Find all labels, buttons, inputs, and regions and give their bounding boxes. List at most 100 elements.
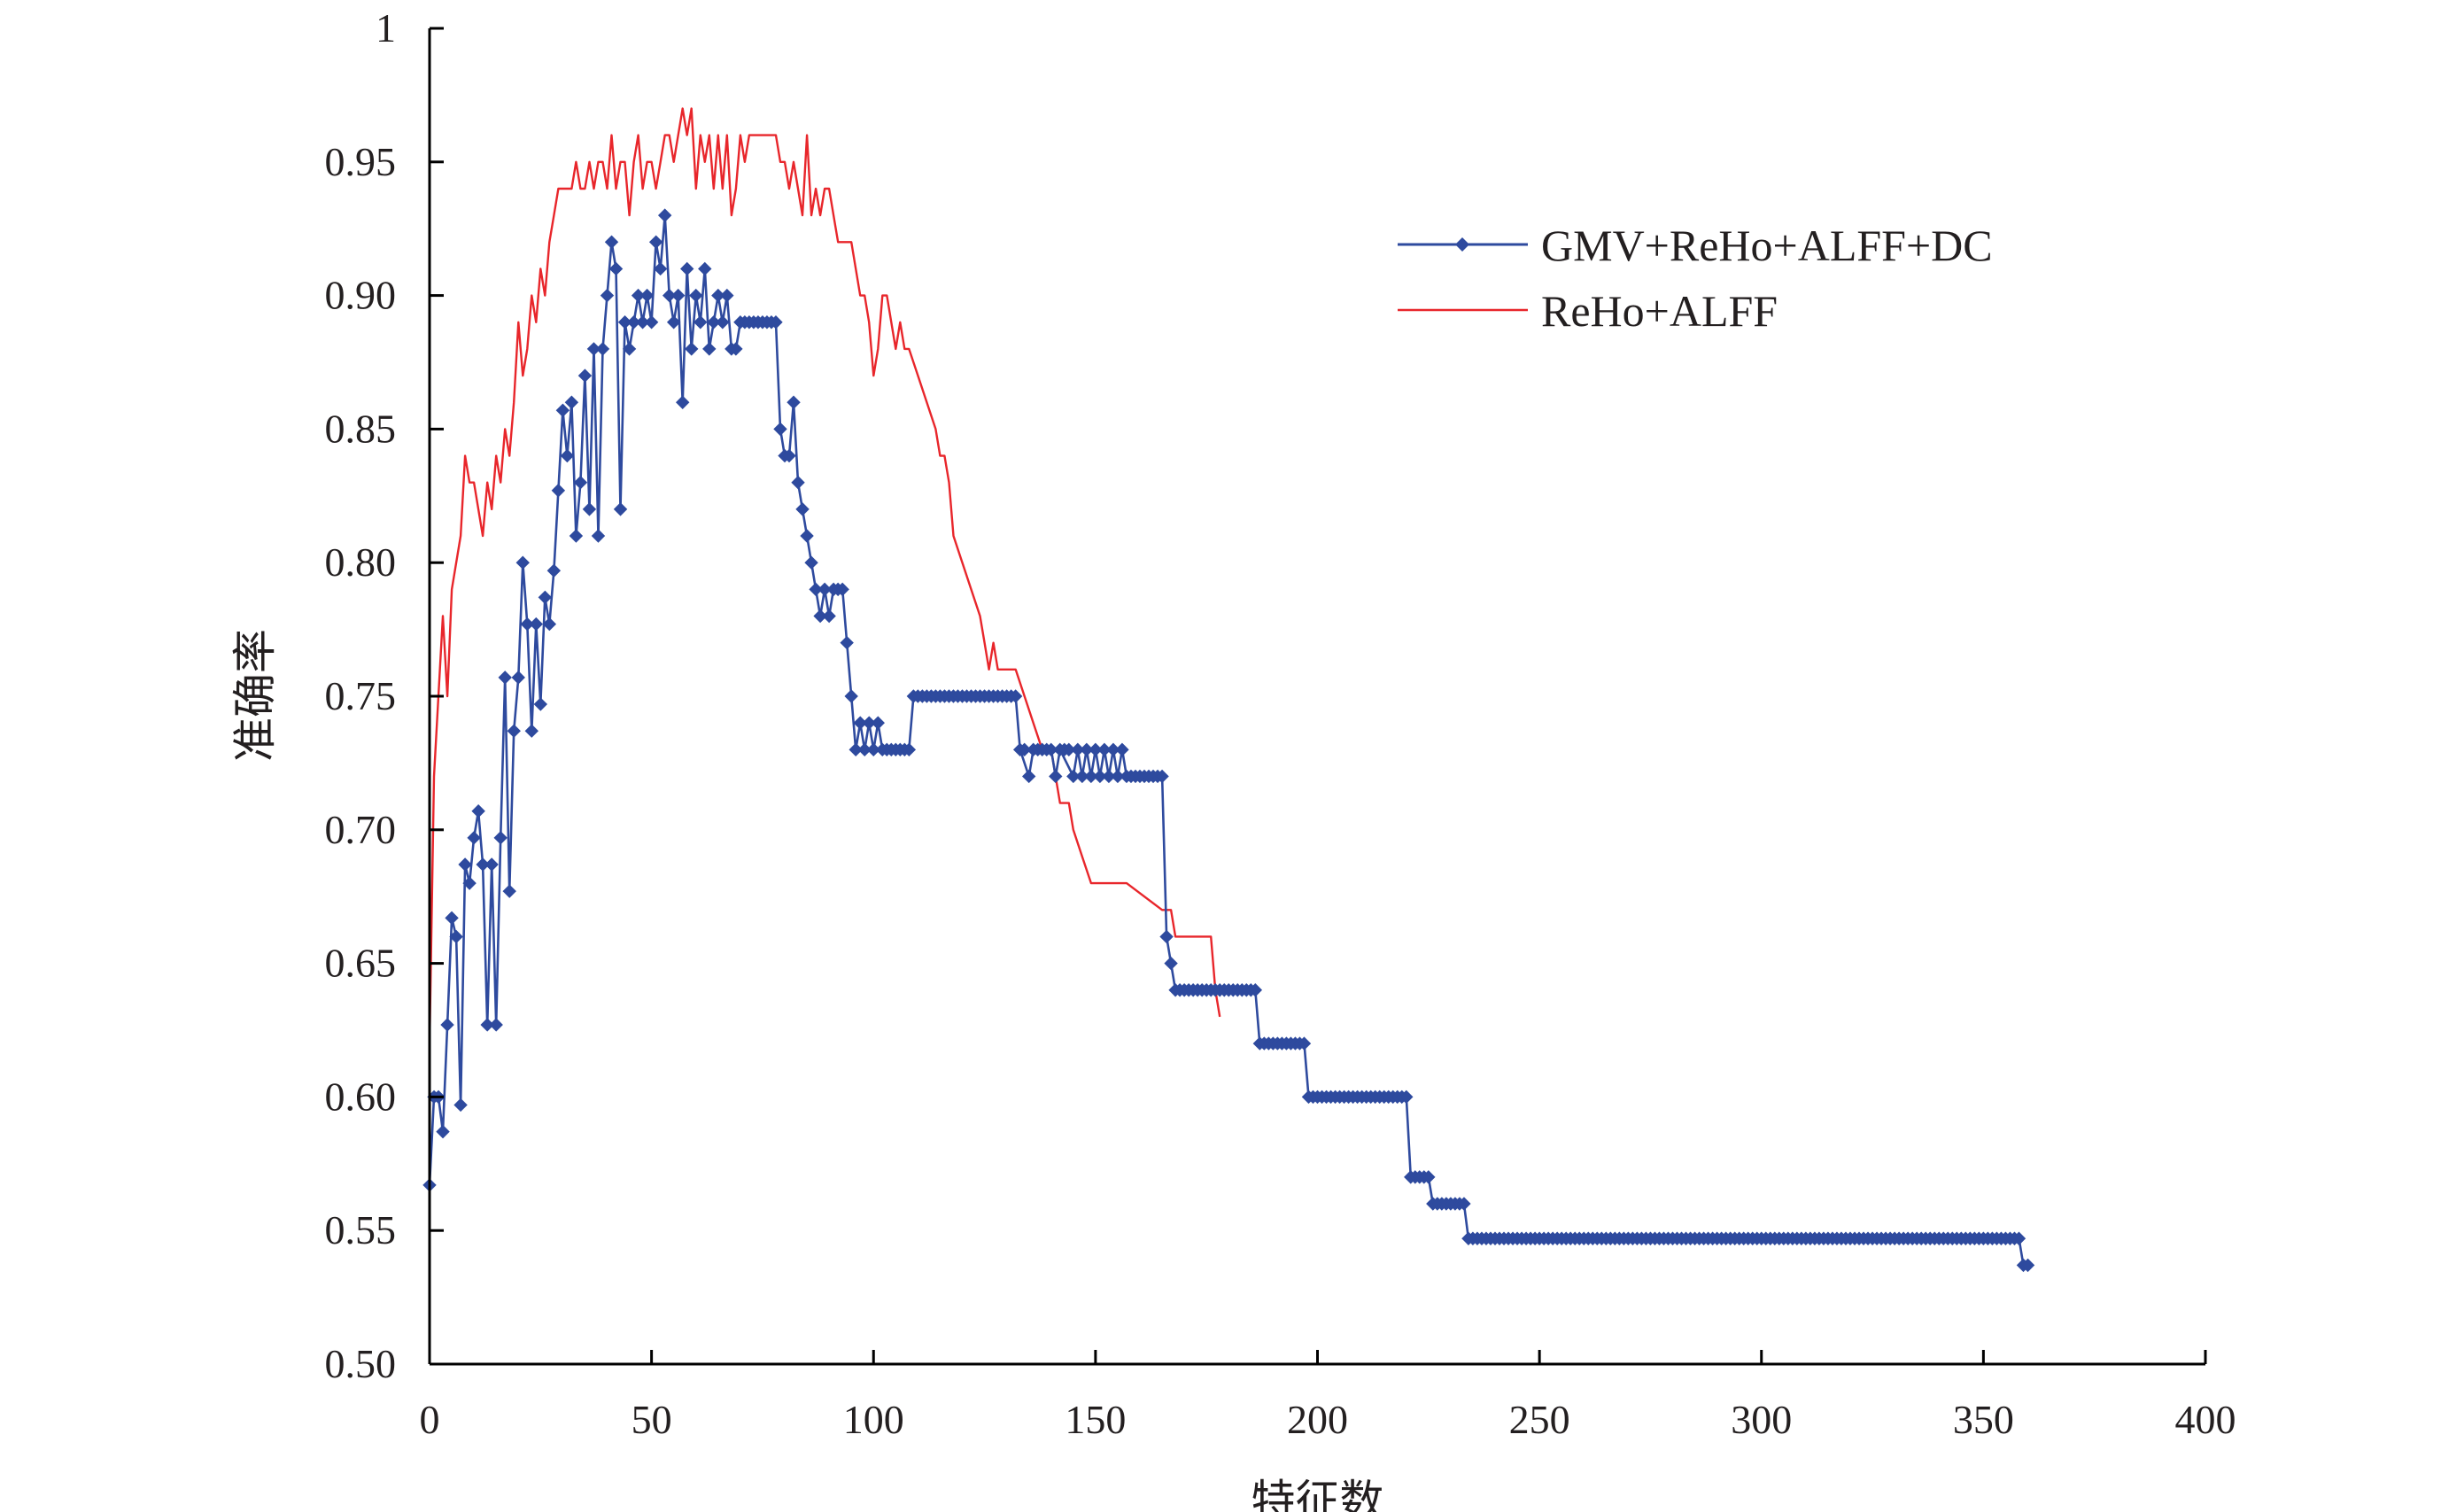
data-point <box>689 288 703 303</box>
series-line <box>428 213 2028 1267</box>
data-point <box>507 724 521 738</box>
data-point <box>1457 1197 1471 1211</box>
data-point <box>471 803 485 818</box>
data-point <box>582 502 597 516</box>
data-point <box>694 315 708 330</box>
data-point <box>769 315 783 330</box>
y-tick-label: 0.65 <box>325 941 397 986</box>
data-point <box>453 1097 468 1113</box>
series-layer <box>422 107 2035 1273</box>
x-tick-label: 100 <box>843 1397 904 1442</box>
data-point <box>613 502 628 516</box>
data-point <box>698 261 712 276</box>
x-axis-title: 特征数 <box>1251 1476 1384 1512</box>
data-point <box>493 831 508 845</box>
data-point <box>604 235 619 249</box>
y-tick-label: 0.80 <box>325 539 397 585</box>
data-point <box>498 671 512 685</box>
data-point <box>2011 1231 2026 1245</box>
data-point <box>600 288 615 303</box>
data-point <box>685 342 699 356</box>
x-tick-label: 0 <box>420 1397 440 1442</box>
x-tick-label: 50 <box>632 1397 672 1442</box>
data-point <box>702 342 717 356</box>
data-point <box>502 884 516 898</box>
data-point <box>787 395 801 409</box>
legend-marker-diamond-icon <box>1455 237 1469 252</box>
data-point <box>569 529 584 543</box>
y-tick-label: 0.60 <box>325 1074 397 1119</box>
data-point <box>676 395 690 409</box>
data-point <box>1155 769 1169 784</box>
data-point <box>2020 1258 2035 1273</box>
data-point <box>729 342 743 356</box>
data-point <box>639 288 655 303</box>
y-axis-title: 准确率 <box>229 629 281 762</box>
data-point <box>484 857 499 872</box>
data-point <box>529 616 544 632</box>
data-point <box>595 342 610 356</box>
data-point <box>791 476 805 490</box>
data-point <box>515 555 530 570</box>
x-tick-label: 300 <box>1731 1397 1792 1442</box>
data-point <box>564 395 579 409</box>
series-reho-alff <box>428 107 1221 1044</box>
data-point <box>670 288 686 303</box>
x-tick-label: 400 <box>2175 1397 2236 1442</box>
y-tick-label: 0.70 <box>325 807 397 852</box>
data-point <box>648 235 663 249</box>
data-point <box>773 422 787 437</box>
data-point <box>533 697 548 711</box>
data-point <box>546 563 562 578</box>
legend-label-reho-alff: ReHo+ALFF <box>1541 286 1778 336</box>
data-point <box>524 724 539 738</box>
y-tick-label: 0.50 <box>325 1341 397 1386</box>
y-tick-label: 0.85 <box>325 406 397 451</box>
data-point <box>716 315 730 330</box>
data-point <box>1164 956 1178 971</box>
data-point <box>1049 769 1063 784</box>
x-tick-label: 350 <box>1953 1397 2014 1442</box>
data-point <box>551 484 566 498</box>
data-point <box>795 502 810 516</box>
data-point <box>560 448 575 463</box>
data-point <box>449 929 463 944</box>
data-point <box>445 911 459 926</box>
data-point <box>871 716 885 730</box>
data-point <box>902 742 917 757</box>
x-tick-label: 200 <box>1287 1397 1348 1442</box>
y-tick-label: 0.90 <box>325 273 397 318</box>
data-point <box>608 261 624 276</box>
data-point <box>555 403 570 417</box>
data-point <box>1297 1036 1312 1051</box>
data-point <box>800 529 814 543</box>
data-point <box>573 476 588 490</box>
data-point <box>844 689 858 703</box>
data-point <box>804 555 818 570</box>
y-tick-label: 0.55 <box>325 1207 397 1252</box>
data-point <box>436 1124 450 1139</box>
data-point <box>1021 769 1036 784</box>
data-point <box>840 635 854 650</box>
data-point <box>591 529 606 543</box>
y-tick-label: 0.75 <box>325 673 397 718</box>
data-point <box>1399 1089 1414 1105</box>
data-point <box>653 261 668 276</box>
data-point <box>440 1018 454 1032</box>
data-point <box>822 609 836 624</box>
data-point <box>467 831 481 845</box>
data-point <box>622 342 637 356</box>
series-line <box>428 107 1221 1044</box>
data-point <box>720 288 734 303</box>
data-point <box>1422 1170 1436 1184</box>
data-point <box>458 857 472 872</box>
data-point <box>542 616 557 632</box>
data-point <box>538 590 553 605</box>
x-axis-ticks: 0 50 100 150 200 250 300 350 400 <box>420 1350 2236 1442</box>
data-point <box>1008 689 1023 703</box>
y-tick-label: 0.95 <box>325 139 397 184</box>
series-gmv-reho-alff-dc <box>422 208 2035 1273</box>
data-point <box>835 582 849 597</box>
data-point <box>489 1018 503 1032</box>
